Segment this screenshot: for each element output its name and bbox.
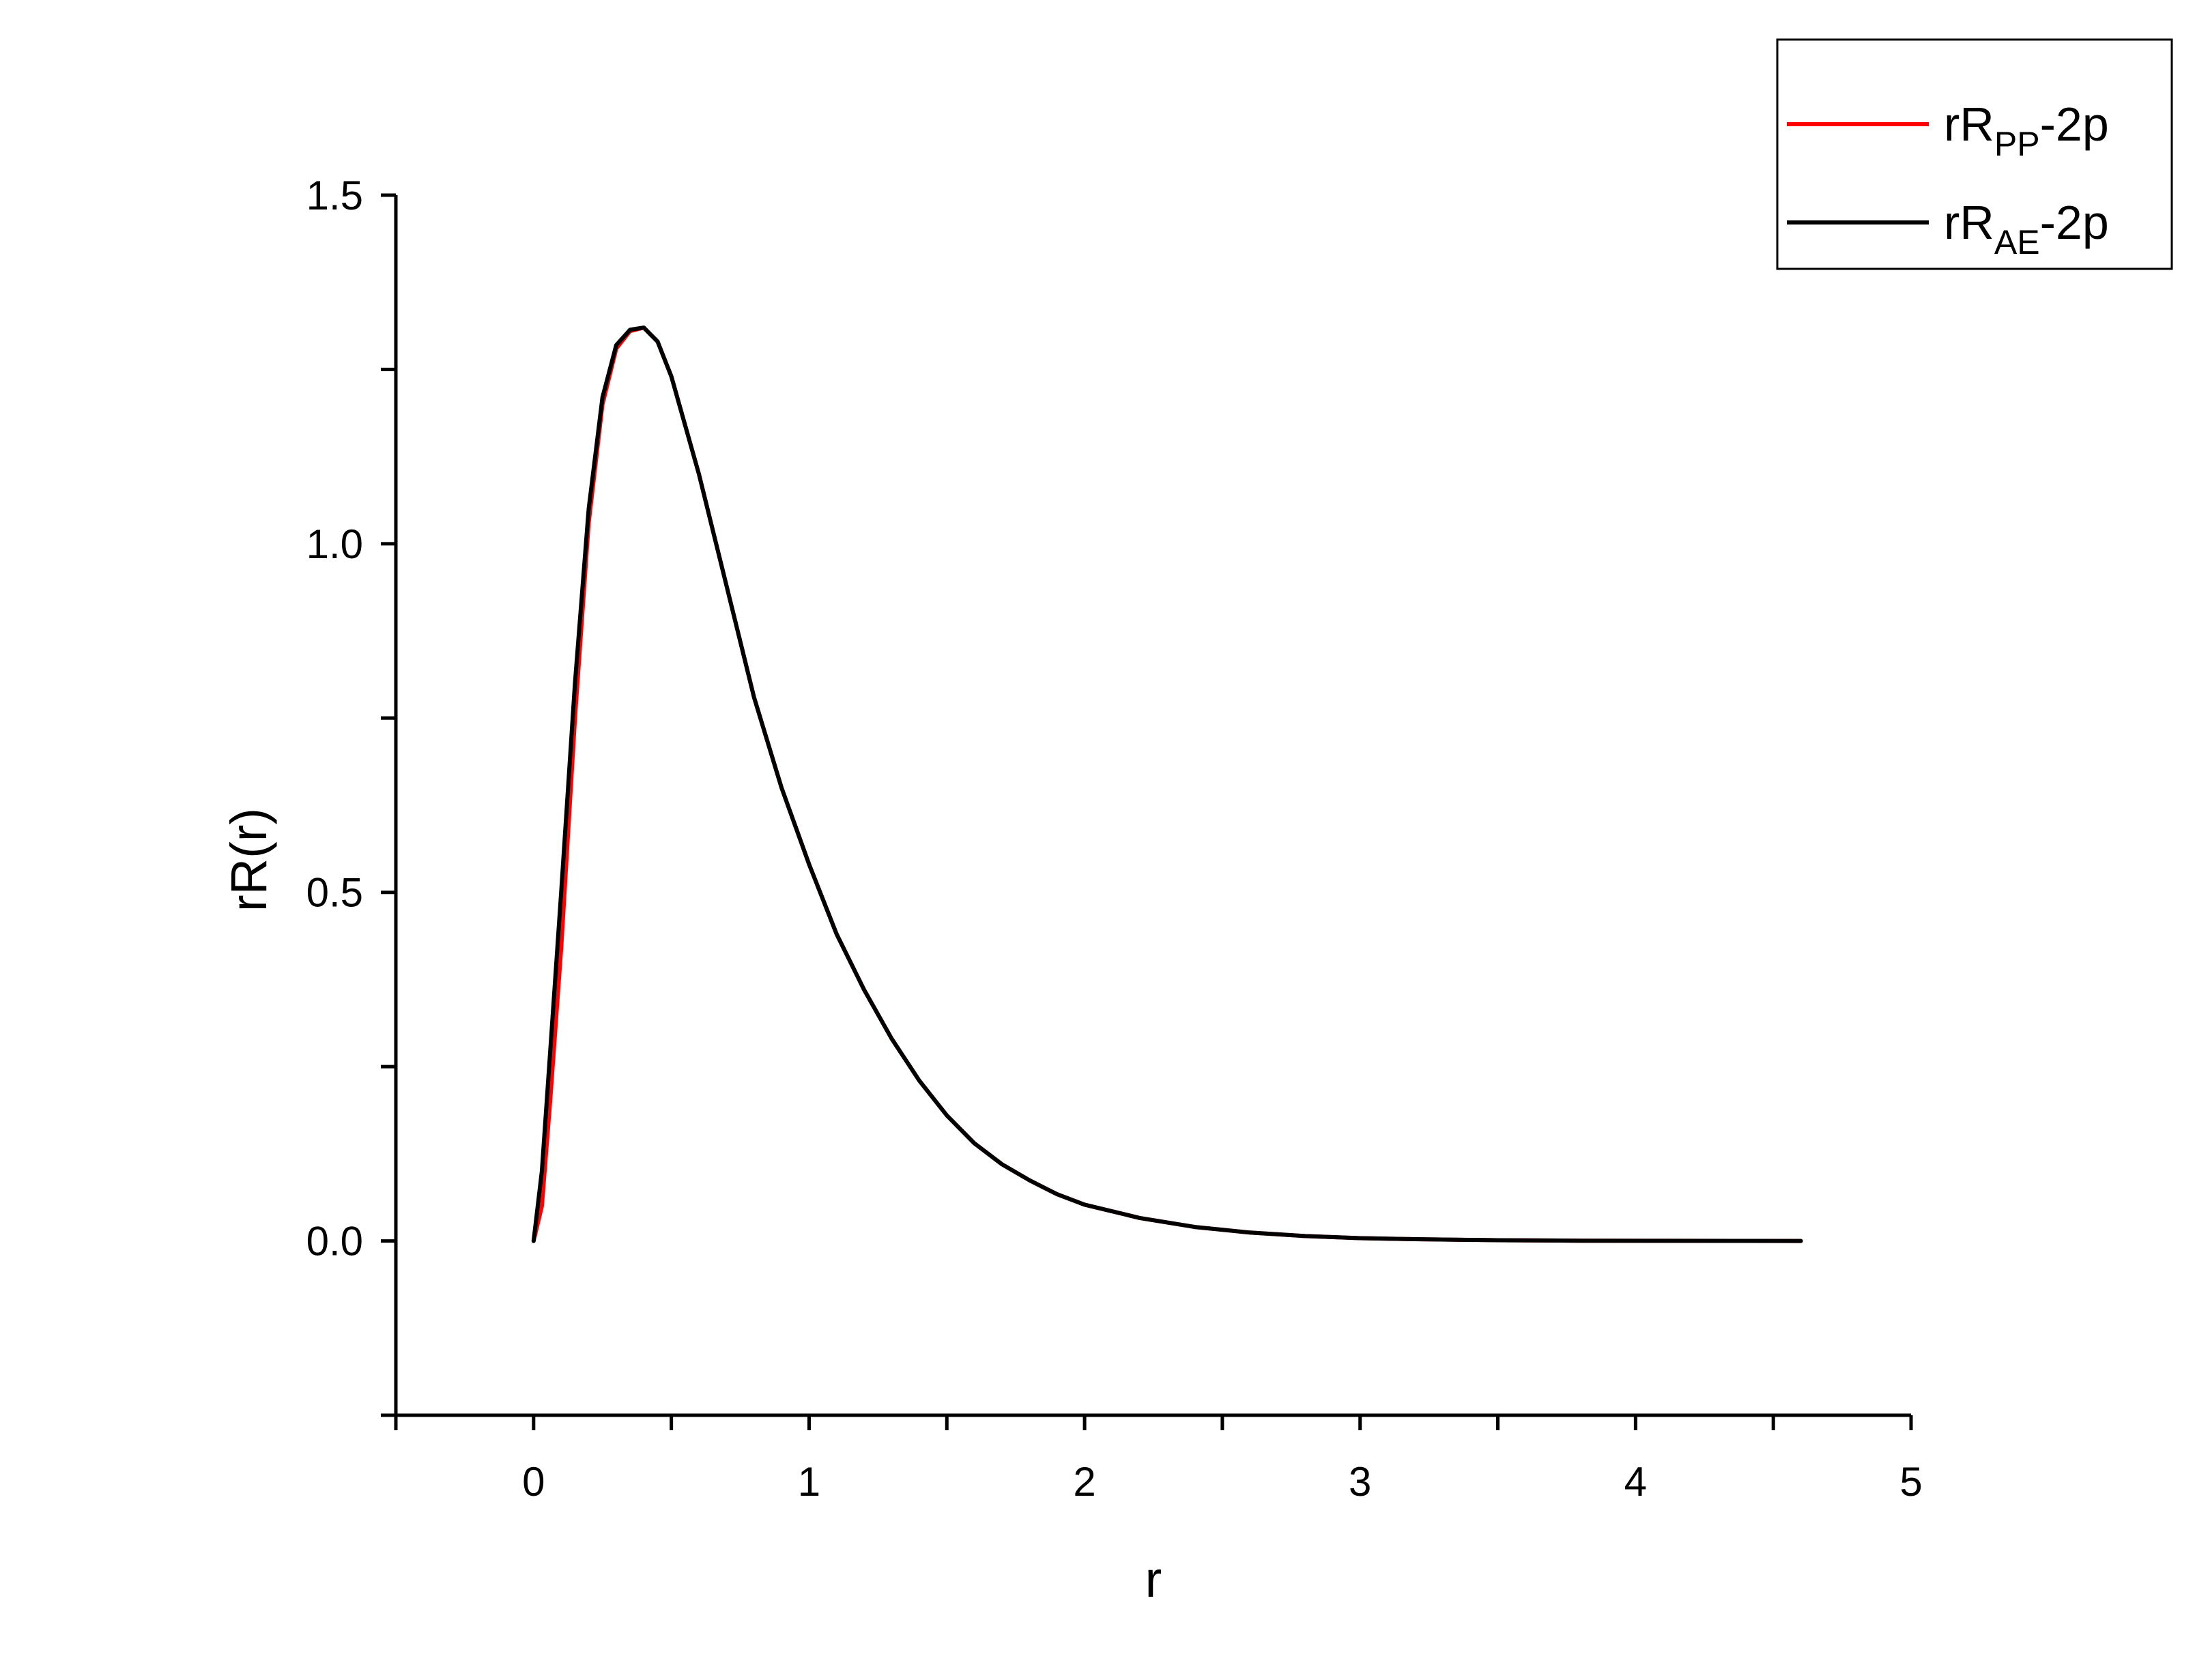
legend: rRPP-2p rRAE-2p xyxy=(1776,38,2173,270)
x-tick-label: 1 xyxy=(798,1459,820,1505)
x-tick-label: 4 xyxy=(1624,1459,1647,1505)
legend-box xyxy=(1776,38,2173,270)
legend-label-pp: rRPP-2p xyxy=(1944,98,2109,163)
y-tick-label: 1.5 xyxy=(306,173,363,218)
plot-area xyxy=(531,325,1803,1243)
y-tick-label: 0.0 xyxy=(306,1219,363,1264)
x-tick-label: 3 xyxy=(1349,1459,1371,1505)
y-tick-label: 0.5 xyxy=(306,870,363,916)
legend-label-ae: rRAE-2p xyxy=(1944,196,2109,261)
y-axis-title: rR(r) xyxy=(220,808,277,912)
x-tick-label: 0 xyxy=(522,1459,545,1505)
series-line-pp xyxy=(531,325,1803,1243)
series-line-ae xyxy=(531,325,1803,1243)
x-tick-label: 5 xyxy=(1899,1459,1922,1505)
x-axis-title: r xyxy=(1145,1551,1162,1608)
x-tick-label: 2 xyxy=(1073,1459,1095,1505)
axes: 0 1 2 3 4 5 0.0 0.5 1.0 1.5 r rR(r) xyxy=(220,173,1923,1608)
y-tick-label: 1.0 xyxy=(306,521,363,567)
